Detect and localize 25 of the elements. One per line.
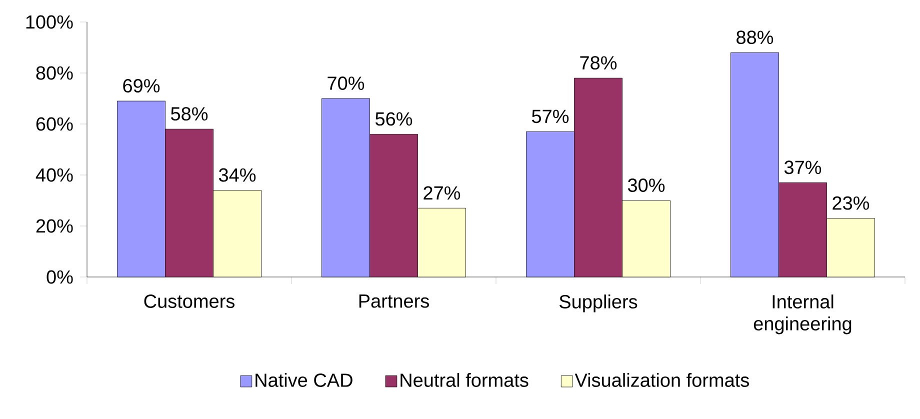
x-tick-label: Internal engineering — [754, 294, 852, 334]
data-label: 23% — [832, 196, 870, 210]
y-tick-label: 100% — [26, 15, 73, 29]
data-label: 58% — [171, 107, 208, 121]
y-tick-label: 20% — [36, 219, 73, 233]
data-label: 57% — [532, 110, 569, 124]
x-tick-label: Partners — [359, 294, 429, 308]
legend-label: Native CAD — [256, 372, 352, 387]
x-tick-label: Customers — [144, 294, 234, 308]
data-label: 88% — [736, 30, 774, 44]
legend-label: Visualization formats — [574, 372, 749, 387]
data-label: 34% — [218, 168, 256, 182]
x-tick-label: Suppliers — [560, 294, 638, 312]
data-label: 27% — [424, 186, 460, 200]
y-tick-label: 40% — [36, 168, 73, 182]
y-tick-label: 80% — [36, 66, 73, 80]
data-label: 78% — [580, 56, 617, 70]
data-label: 70% — [328, 76, 364, 90]
legend-label: Neutral formats — [400, 372, 528, 387]
y-tick-label: 0% — [46, 270, 73, 284]
y-tick-label: 60% — [36, 117, 73, 131]
data-label: 30% — [628, 178, 665, 192]
data-label: 37% — [784, 160, 822, 174]
data-label: 69% — [123, 79, 160, 93]
data-label: 56% — [375, 112, 412, 126]
